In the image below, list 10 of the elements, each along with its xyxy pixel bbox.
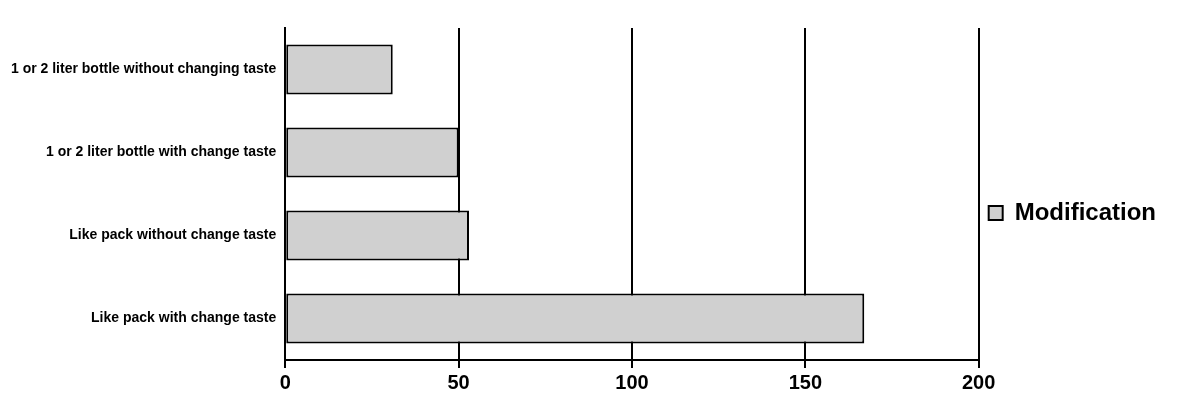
y-tick-label: Like pack without change taste [69, 226, 277, 243]
x-tick-label: 200 [962, 370, 996, 393]
legend-label: Modification [1014, 197, 1157, 225]
x-tick-label: 100 [615, 370, 649, 393]
y-tick-label: Like pack with change taste [91, 309, 277, 326]
y-tick-label: 1 or 2 liter bottle with change taste [45, 143, 277, 160]
x-tick-label: 50 [447, 370, 470, 393]
y-tick-label: 1 or 2 liter bottle without changing taste [10, 60, 277, 77]
x-tick-label: 0 [279, 370, 291, 393]
x-tick-label: 150 [788, 370, 823, 393]
